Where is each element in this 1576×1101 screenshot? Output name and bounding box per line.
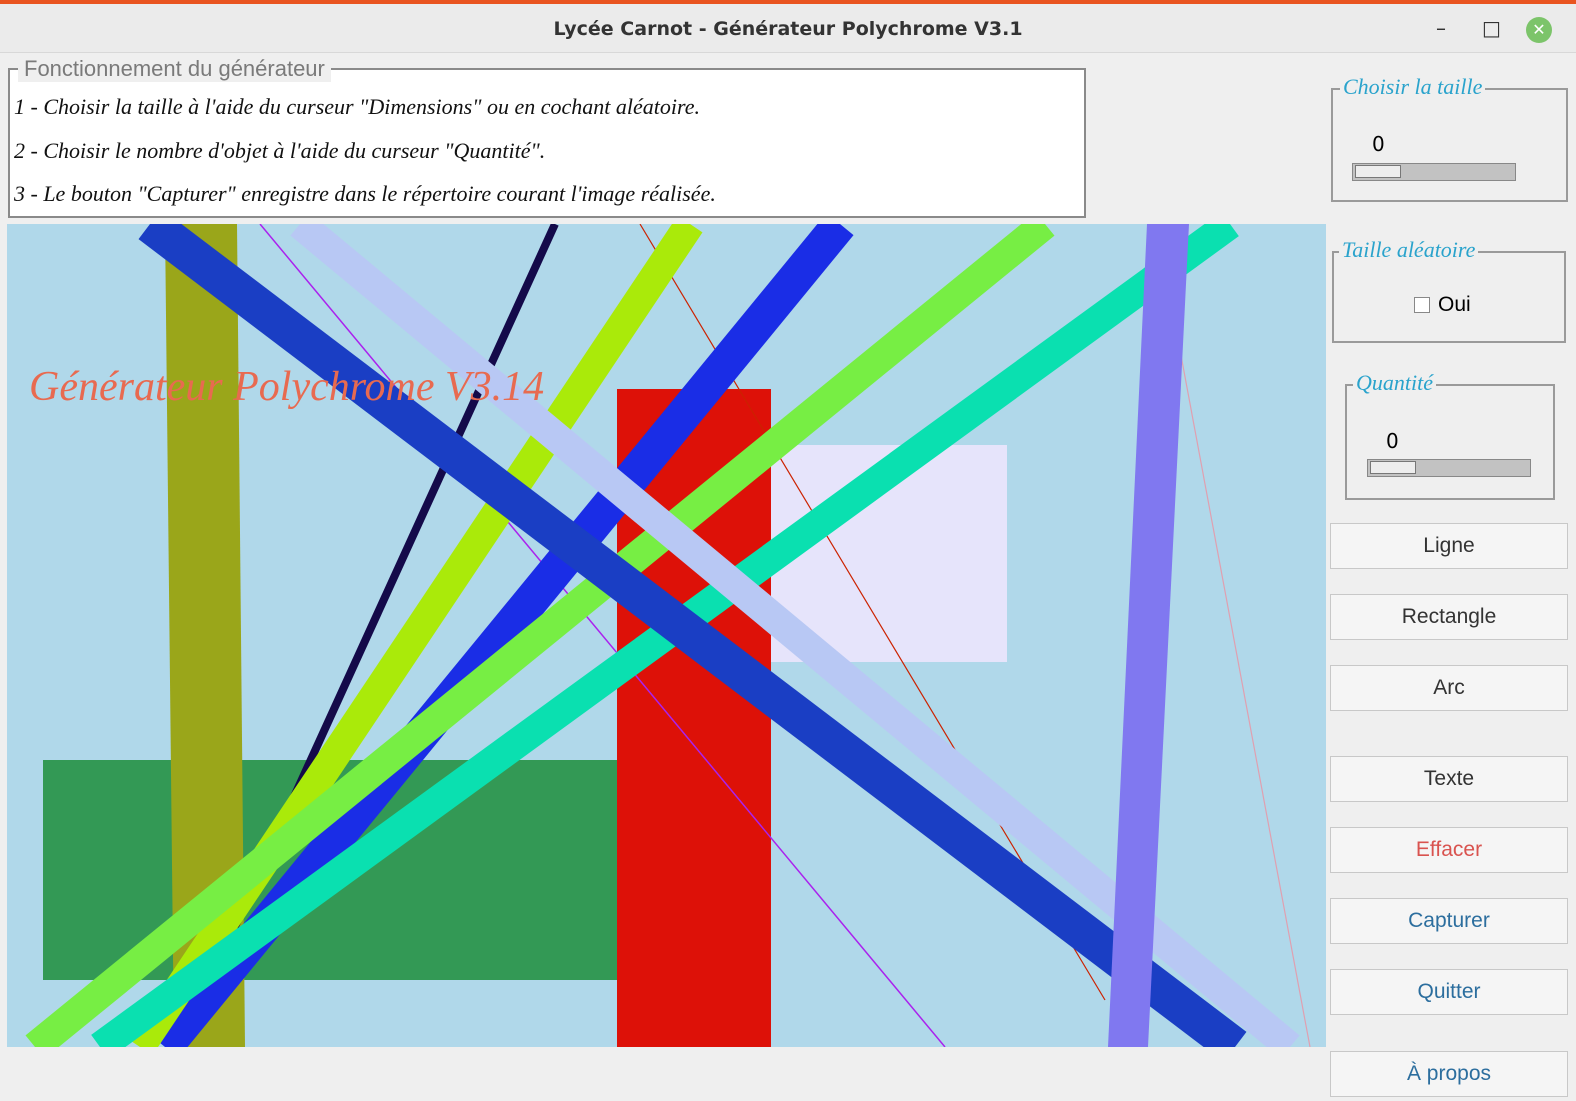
close-button[interactable]: ✕ xyxy=(1526,17,1552,43)
random-option[interactable]: Oui xyxy=(1438,293,1471,317)
size-panel xyxy=(1331,88,1568,202)
slider-thumb[interactable] xyxy=(1370,461,1416,474)
random-label: Taille aléatoire xyxy=(1339,237,1478,263)
minimize-button[interactable]: – xyxy=(1436,16,1446,40)
instruction-line: 1 - Choisir la taille à l'aide du curseu… xyxy=(14,94,700,120)
action-button[interactable]: Rectangle xyxy=(1330,594,1568,640)
size-label: Choisir la taille xyxy=(1340,74,1485,100)
maximize-button[interactable]: □ xyxy=(1482,16,1501,40)
instruction-line: 2 - Choisir le nombre d'objet à l'aide d… xyxy=(14,138,545,164)
action-button[interactable]: Arc xyxy=(1330,665,1568,711)
quantity-value: 0 xyxy=(1386,429,1399,453)
slider-thumb[interactable] xyxy=(1355,165,1401,178)
quantity-panel xyxy=(1345,384,1555,500)
instructions-legend: Fonctionnement du générateur xyxy=(18,56,331,82)
window-title: Lycée Carnot - Générateur Polychrome V3.… xyxy=(0,18,1576,40)
quantity-slider[interactable] xyxy=(1367,459,1531,477)
instruction-line: 3 - Le bouton "Capturer" enregistre dans… xyxy=(14,181,716,207)
size-slider[interactable] xyxy=(1352,163,1516,181)
canvas-text: Générateur Polychrome V3.14 xyxy=(29,364,544,410)
action-button[interactable]: Effacer xyxy=(1330,827,1568,873)
action-button[interactable]: À propos xyxy=(1330,1051,1568,1097)
action-button[interactable]: Ligne xyxy=(1330,523,1568,569)
size-value: 0 xyxy=(1372,132,1385,156)
random-checkbox[interactable] xyxy=(1414,297,1430,313)
action-button[interactable]: Capturer xyxy=(1330,898,1568,944)
app-window: Lycée Carnot - Générateur Polychrome V3.… xyxy=(0,0,1576,1101)
action-button[interactable]: Texte xyxy=(1330,756,1568,802)
quantity-label: Quantité xyxy=(1353,370,1436,396)
action-button[interactable]: Quitter xyxy=(1330,969,1568,1015)
drawing-canvas: Générateur Polychrome V3.14 xyxy=(7,224,1326,1047)
